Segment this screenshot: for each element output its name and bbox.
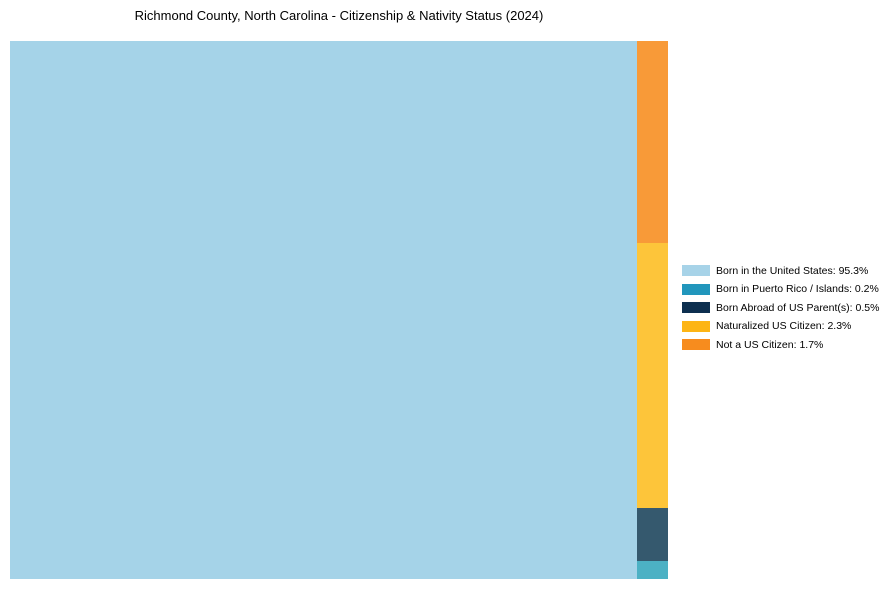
legend-item-naturalized-us-citizen: Naturalized US Citizen: 2.3% [682, 320, 879, 332]
legend-label: Not a US Citizen: 1.7% [716, 338, 824, 351]
legend-swatch-icon [682, 283, 710, 295]
legend-label: Born in Puerto Rico / Islands: 0.2% [716, 283, 879, 295]
legend-swatch-icon [682, 302, 710, 313]
legend-label: Born Abroad of US Parent(s): 0.5% [716, 301, 880, 314]
legend-swatch-icon [682, 265, 710, 276]
legend-label: Born in the United States: 95.3% [716, 264, 869, 277]
legend-swatch-icon [682, 320, 710, 332]
treemap-tile-born-in-united-states [10, 41, 637, 579]
treemap-plot-area [10, 41, 668, 579]
legend-item-born-in-united-states: Born in the United States: 95.3% [682, 264, 879, 277]
treemap-tile-born-in-puerto-rico-islands [637, 561, 668, 579]
legend-label: Naturalized US Citizen: 2.3% [716, 320, 852, 332]
legend-item-born-abroad-of-us-parents: Born Abroad of US Parent(s): 0.5% [682, 301, 880, 314]
legend-item-born-in-puerto-rico-islands: Born in Puerto Rico / Islands: 0.2% [682, 283, 879, 295]
legend: Born in the United States: 95.3% Born in… [682, 265, 879, 358]
legend-swatch-icon [682, 339, 710, 350]
legend-item-not-a-us-citizen: Not a US Citizen: 1.7% [682, 338, 879, 351]
chart-title: Richmond County, North Carolina - Citize… [134, 8, 544, 23]
treemap-tile-born-abroad-of-us-parents [637, 508, 668, 561]
treemap-tile-naturalized-us-citizen [637, 243, 668, 508]
treemap-tile-not-a-us-citizen [637, 41, 668, 243]
